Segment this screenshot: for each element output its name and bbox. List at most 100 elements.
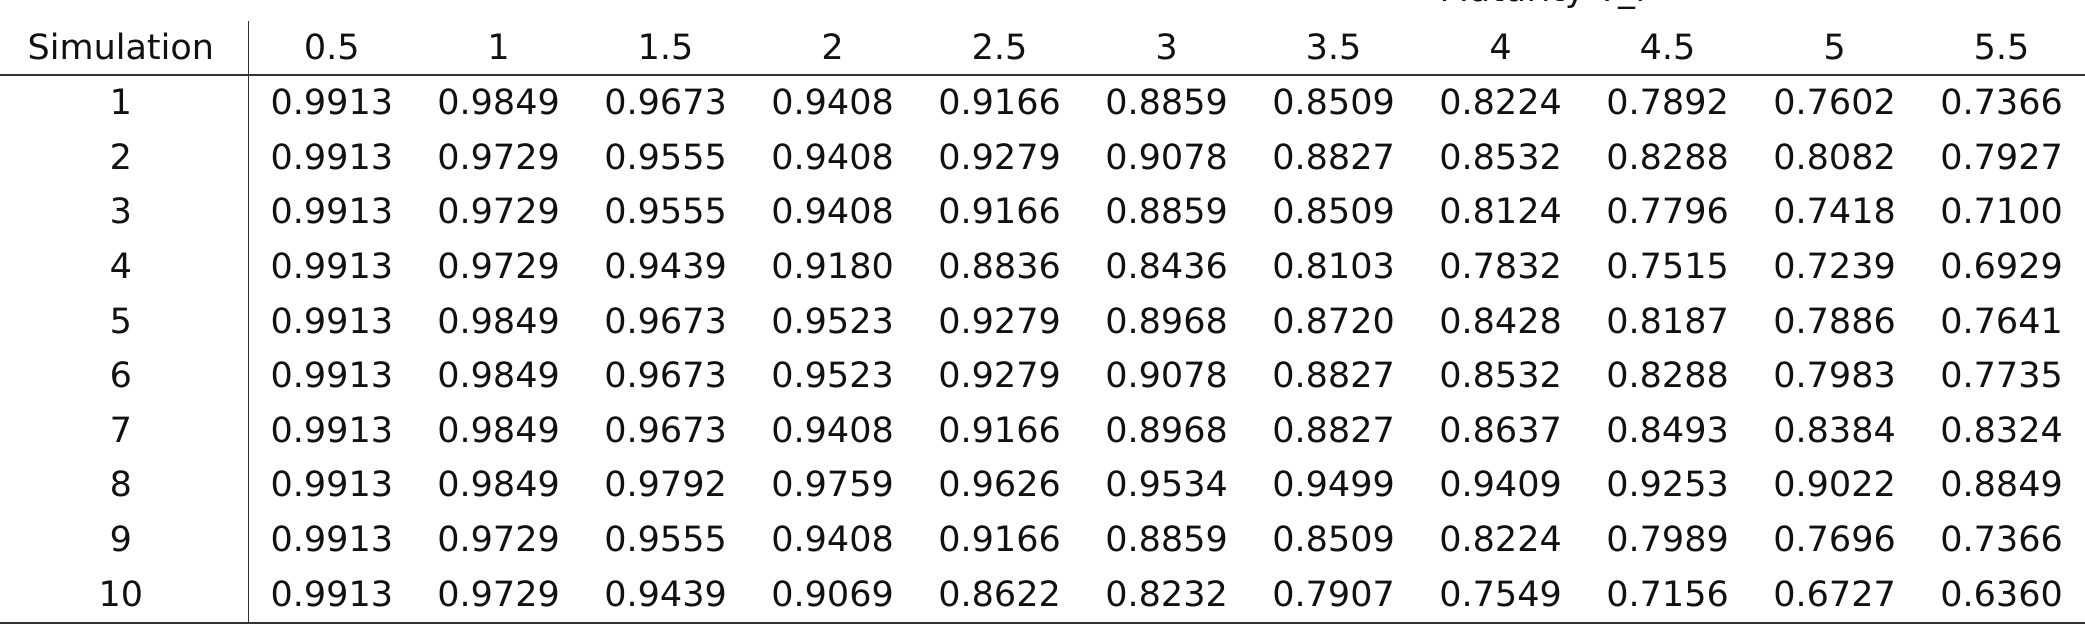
maturity-column-header: 1 xyxy=(415,21,582,76)
value-cell: 0.8532 xyxy=(1439,356,1562,397)
value-cell: 0.8859 xyxy=(1105,192,1228,233)
simulation-column-header: Simulation xyxy=(0,21,249,76)
value-cell: 0.9408 xyxy=(771,83,894,124)
table-row: 1 0.9913 0.9849 0.9673 0.9408 0.9166 0.8859 0.8… xyxy=(0,75,2085,131)
value-cell: 0.9555 xyxy=(604,192,727,233)
value-cell: 0.8224 xyxy=(1439,520,1562,561)
value-cell: 0.8493 xyxy=(1606,410,1729,451)
value-cell: 0.7832 xyxy=(1439,247,1562,288)
maturity-column-header: 3 xyxy=(1083,21,1250,76)
maturity-column-header: 2 xyxy=(749,21,916,76)
maturity-column-header: 4 xyxy=(1417,21,1584,76)
value-cell: 0.8622 xyxy=(916,567,1083,624)
value-cell: 0.9849 xyxy=(437,410,560,451)
value-cell: 0.8859 xyxy=(1105,520,1228,561)
value-cell: 0.9523 xyxy=(771,301,894,342)
value-cell: 0.8124 xyxy=(1439,192,1562,233)
table-row: 8 0.9913 0.9849 0.9792 0.9759 0.9626 0.9534 0.9… xyxy=(0,458,2085,513)
value-cell: 0.6727 xyxy=(1751,567,1918,624)
value-cell: 0.9166 xyxy=(938,83,1061,124)
value-cell: 0.7892 xyxy=(1606,83,1729,124)
value-cell: 0.9849 xyxy=(437,356,560,397)
value-cell: 0.7796 xyxy=(1606,192,1729,233)
value-cell: 0.7366 xyxy=(1940,520,2063,561)
value-cell: 0.9913 xyxy=(270,83,393,124)
value-cell: 0.9913 xyxy=(270,301,393,342)
value-cell: 0.7983 xyxy=(1773,356,1896,397)
value-cell: 0.9534 xyxy=(1105,465,1228,506)
value-cell: 0.9913 xyxy=(270,520,393,561)
value-cell: 0.8968 xyxy=(1105,301,1228,342)
value-cell: 0.9499 xyxy=(1272,465,1395,506)
value-cell: 0.7239 xyxy=(1773,247,1896,288)
simulation-number-cell: 6 xyxy=(0,348,249,404)
value-cell: 0.9166 xyxy=(938,192,1061,233)
value-cell: 0.8509 xyxy=(1272,520,1395,561)
value-cell: 0.9849 xyxy=(437,83,560,124)
maturity-group-header: Maturity T_i xyxy=(1000,0,2085,10)
maturity-column-header: 3.5 xyxy=(1250,21,1417,76)
simulation-number-cell: 9 xyxy=(0,512,249,568)
simulation-number-cell: 3 xyxy=(0,185,249,240)
value-cell: 0.9069 xyxy=(749,567,916,624)
value-cell: 0.8509 xyxy=(1272,83,1395,124)
value-cell: 0.9849 xyxy=(437,465,560,506)
maturity-column-header: 5 xyxy=(1751,21,1918,76)
table-header: Simulation 0.5 1 1.5 2 2.5 3 3.5 4 4.5 5 5.5 xyxy=(0,21,2085,76)
simulation-number-cell: 1 xyxy=(0,75,249,131)
value-cell: 0.7156 xyxy=(1584,567,1751,624)
value-cell: 0.8836 xyxy=(938,247,1061,288)
maturity-column-header: 2.5 xyxy=(916,21,1083,76)
value-cell: 0.6929 xyxy=(1940,247,2063,288)
value-cell: 0.9913 xyxy=(270,410,393,451)
value-cell: 0.9279 xyxy=(938,301,1061,342)
value-cell: 0.8509 xyxy=(1272,192,1395,233)
value-cell: 0.8968 xyxy=(1105,410,1228,451)
value-cell: 0.7696 xyxy=(1773,520,1896,561)
value-cell: 0.7366 xyxy=(1940,83,2063,124)
value-cell: 0.9022 xyxy=(1773,465,1896,506)
table-row: 2 0.9913 0.9729 0.9555 0.9408 0.9279 0.9078 0.8… xyxy=(0,130,2085,186)
value-cell: 0.9555 xyxy=(604,137,727,178)
value-cell: 0.9792 xyxy=(604,465,727,506)
table-row: 3 0.9913 0.9729 0.9555 0.9408 0.9166 0.8859 0.8… xyxy=(0,185,2085,240)
value-cell: 0.7515 xyxy=(1606,247,1729,288)
value-cell: 0.8859 xyxy=(1105,83,1228,124)
value-cell: 0.7886 xyxy=(1773,301,1896,342)
value-cell: 0.9913 xyxy=(248,567,415,624)
value-cell: 0.9180 xyxy=(771,247,894,288)
simulation-number-cell: 2 xyxy=(0,130,249,186)
value-cell: 0.7549 xyxy=(1417,567,1584,624)
value-cell: 0.9729 xyxy=(437,192,560,233)
value-cell: 0.8384 xyxy=(1773,410,1896,451)
value-cell: 0.9555 xyxy=(604,520,727,561)
value-cell: 0.9913 xyxy=(270,247,393,288)
value-cell: 0.9166 xyxy=(938,410,1061,451)
simulation-number-cell: 4 xyxy=(0,239,249,295)
value-cell: 0.9439 xyxy=(582,567,749,624)
value-cell: 0.9849 xyxy=(437,301,560,342)
value-cell: 0.7927 xyxy=(1940,137,2063,178)
value-cell: 0.9078 xyxy=(1105,356,1228,397)
value-cell: 0.8288 xyxy=(1606,137,1729,178)
value-cell: 0.9078 xyxy=(1105,137,1228,178)
value-cell: 0.8324 xyxy=(1940,410,2063,451)
simulation-number-cell: 10 xyxy=(0,567,249,624)
value-cell: 0.8637 xyxy=(1439,410,1562,451)
table-row: 4 0.9913 0.9729 0.9439 0.9180 0.8836 0.8436 0.8… xyxy=(0,239,2085,295)
value-cell: 0.8224 xyxy=(1439,83,1562,124)
value-cell: 0.9913 xyxy=(270,192,393,233)
value-cell: 0.8288 xyxy=(1606,356,1729,397)
table-row: 7 0.9913 0.9849 0.9673 0.9408 0.9166 0.8968 0.8… xyxy=(0,403,2085,459)
value-cell: 0.8428 xyxy=(1439,301,1562,342)
value-cell: 0.7641 xyxy=(1940,301,2063,342)
table-row: 6 0.9913 0.9849 0.9673 0.9523 0.9279 0.9078 0.8… xyxy=(0,348,2085,404)
value-cell: 0.8532 xyxy=(1439,137,1562,178)
value-cell: 0.9253 xyxy=(1606,465,1729,506)
value-cell: 0.9673 xyxy=(604,356,727,397)
value-cell: 0.9408 xyxy=(771,520,894,561)
value-cell: 0.9673 xyxy=(604,410,727,451)
maturity-column-header: 1.5 xyxy=(582,21,749,76)
value-cell: 0.9626 xyxy=(938,465,1061,506)
value-cell: 0.9279 xyxy=(938,356,1061,397)
